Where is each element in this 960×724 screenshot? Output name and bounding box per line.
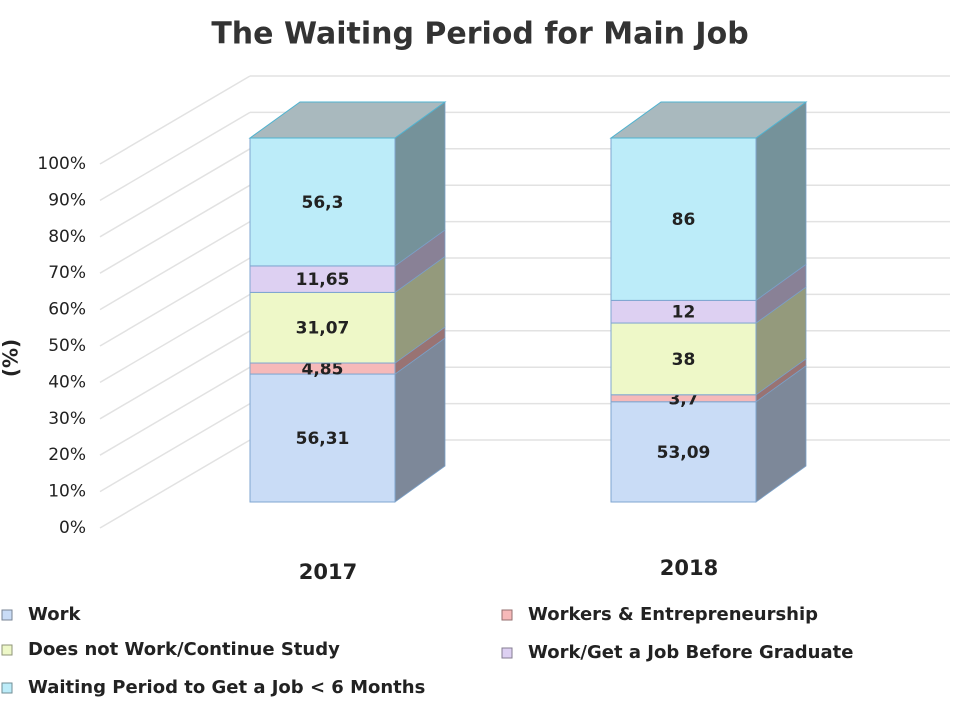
value-label: 11,65 — [296, 270, 350, 290]
value-label: 38 — [672, 350, 696, 370]
chart-title: The Waiting Period for Main Job — [211, 17, 748, 52]
grid-line-wall — [99, 257, 251, 347]
grid-line-wall — [99, 402, 251, 493]
y-tick-label: 50% — [48, 336, 86, 356]
bar — [610, 137, 757, 301]
value-label: 56,3 — [302, 193, 344, 213]
y-tick-label: 70% — [48, 263, 86, 283]
bar-top — [248, 101, 447, 139]
bar — [610, 401, 757, 503]
grid-line-wall — [99, 184, 251, 274]
y-tick-label: 80% — [48, 227, 86, 247]
legend-label: Work — [28, 604, 81, 625]
grid-line-wall — [99, 111, 251, 202]
legend-marker — [1, 644, 13, 656]
legend-label: Work/Get a Job Before Graduate — [528, 642, 853, 663]
legend-marker — [1, 682, 13, 694]
y-tick-label: 90% — [48, 190, 86, 210]
grid-line-wall — [99, 148, 251, 238]
y-tick-label: 30% — [48, 409, 86, 429]
y-axis-label: (%) — [0, 339, 23, 377]
grid-line-wall — [99, 220, 251, 311]
bar — [249, 291, 396, 364]
value-label: 56,31 — [296, 429, 350, 449]
grid-line-wall — [99, 293, 251, 384]
grid-line-wall — [99, 366, 251, 456]
value-label: 86 — [672, 210, 696, 230]
bar — [249, 265, 396, 293]
bar-top — [609, 101, 808, 139]
grid-line-wall — [99, 439, 251, 529]
value-label: 4,85 — [302, 360, 344, 380]
legend-label: Workers & Entrepreneurship — [528, 604, 818, 625]
legend-label: Does not Work/Continue Study — [28, 639, 340, 660]
value-label: 12 — [672, 303, 696, 323]
value-label: 31,07 — [296, 319, 350, 339]
grid-line-wall — [99, 330, 251, 420]
x-tick-label: 2018 — [660, 556, 718, 580]
bar — [610, 322, 757, 396]
x-tick-label: 2017 — [299, 560, 357, 584]
legend-label: Waiting Period to Get a Job < 6 Months — [28, 677, 425, 698]
grid-line-wall — [99, 75, 251, 165]
y-tick-label: 0% — [59, 518, 86, 538]
legend-marker — [501, 647, 513, 659]
value-label: 53,09 — [657, 443, 711, 463]
legend-marker — [1, 609, 13, 621]
y-tick-label: 40% — [48, 372, 86, 392]
legend-marker — [501, 609, 513, 621]
y-tick-label: 10% — [48, 482, 86, 502]
bar — [249, 137, 396, 267]
y-tick-label: 60% — [48, 300, 86, 320]
y-tick-label: 20% — [48, 445, 86, 465]
y-tick-label: 100% — [37, 154, 86, 174]
